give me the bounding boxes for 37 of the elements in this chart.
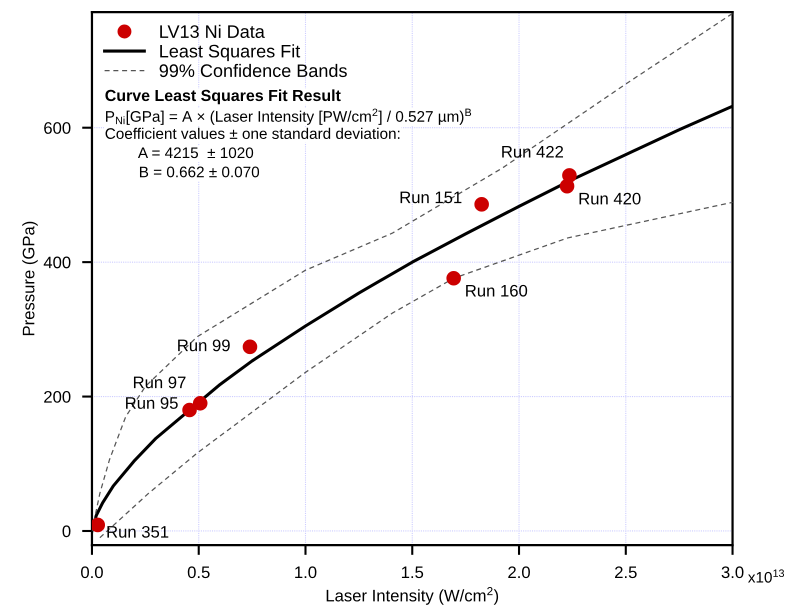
point — [446, 270, 461, 286]
point — [242, 340, 258, 354]
y-tick-label: 0 — [62, 525, 70, 538]
annotation: B = 0.662 ± 0.070 — [140, 166, 260, 178]
annotation: Run 151 — [400, 192, 462, 204]
annotation: Curve Least Squares Fit Result — [105, 89, 341, 104]
x-tick-label: 2.0 — [508, 566, 530, 578]
annotation: Coefficient values ± one standard deviation: — [106, 128, 400, 139]
text: x10$^{13}$ — [748, 569, 784, 583]
annotation: A = 4215 ± 1020 — [138, 147, 254, 158]
x-tick-label: 2.5 — [615, 566, 637, 578]
annotation: Run 351 — [107, 526, 168, 538]
legend-label: Least Squares Fit — [160, 44, 300, 62]
point — [92, 518, 106, 532]
x-tick-label: 0.0 — [81, 566, 103, 578]
y-tick-label: 400 — [44, 256, 70, 268]
annotation: Run 160 — [466, 284, 528, 297]
point — [192, 396, 208, 411]
point — [560, 178, 574, 194]
legend-label: LV13 Ni Data — [160, 24, 265, 38]
annotation: Run 422 — [502, 146, 564, 158]
annotation: Run 420 — [580, 192, 641, 205]
annotation: Run 95 — [126, 397, 178, 409]
x-axis-title: Laser Intensity (W/cm$^{2}$) — [326, 587, 498, 605]
point — [182, 402, 197, 418]
x-tick-label: 1.5 — [402, 566, 424, 578]
point — [474, 197, 489, 212]
x-tick-label: 0.5 — [188, 566, 210, 578]
x-tick-label: 1.0 — [295, 566, 316, 578]
y-tick-label: 200 — [44, 390, 70, 403]
y-axis-title: Pressure (GPa) — [22, 222, 38, 336]
annotation: P$_{Ni}$[GPa] = A × (Laser Intensity [PW/cm$^{2}$] / 0.527 µm)$^{B}$ — [106, 108, 472, 125]
legend-label: 99% Confidence Bands — [160, 64, 347, 78]
annotation: Run 99 — [178, 339, 230, 352]
y-tick-label: 600 — [44, 122, 70, 134]
x-tick-label: 3.0 — [722, 566, 744, 578]
annotation: Run 97 — [134, 376, 186, 388]
